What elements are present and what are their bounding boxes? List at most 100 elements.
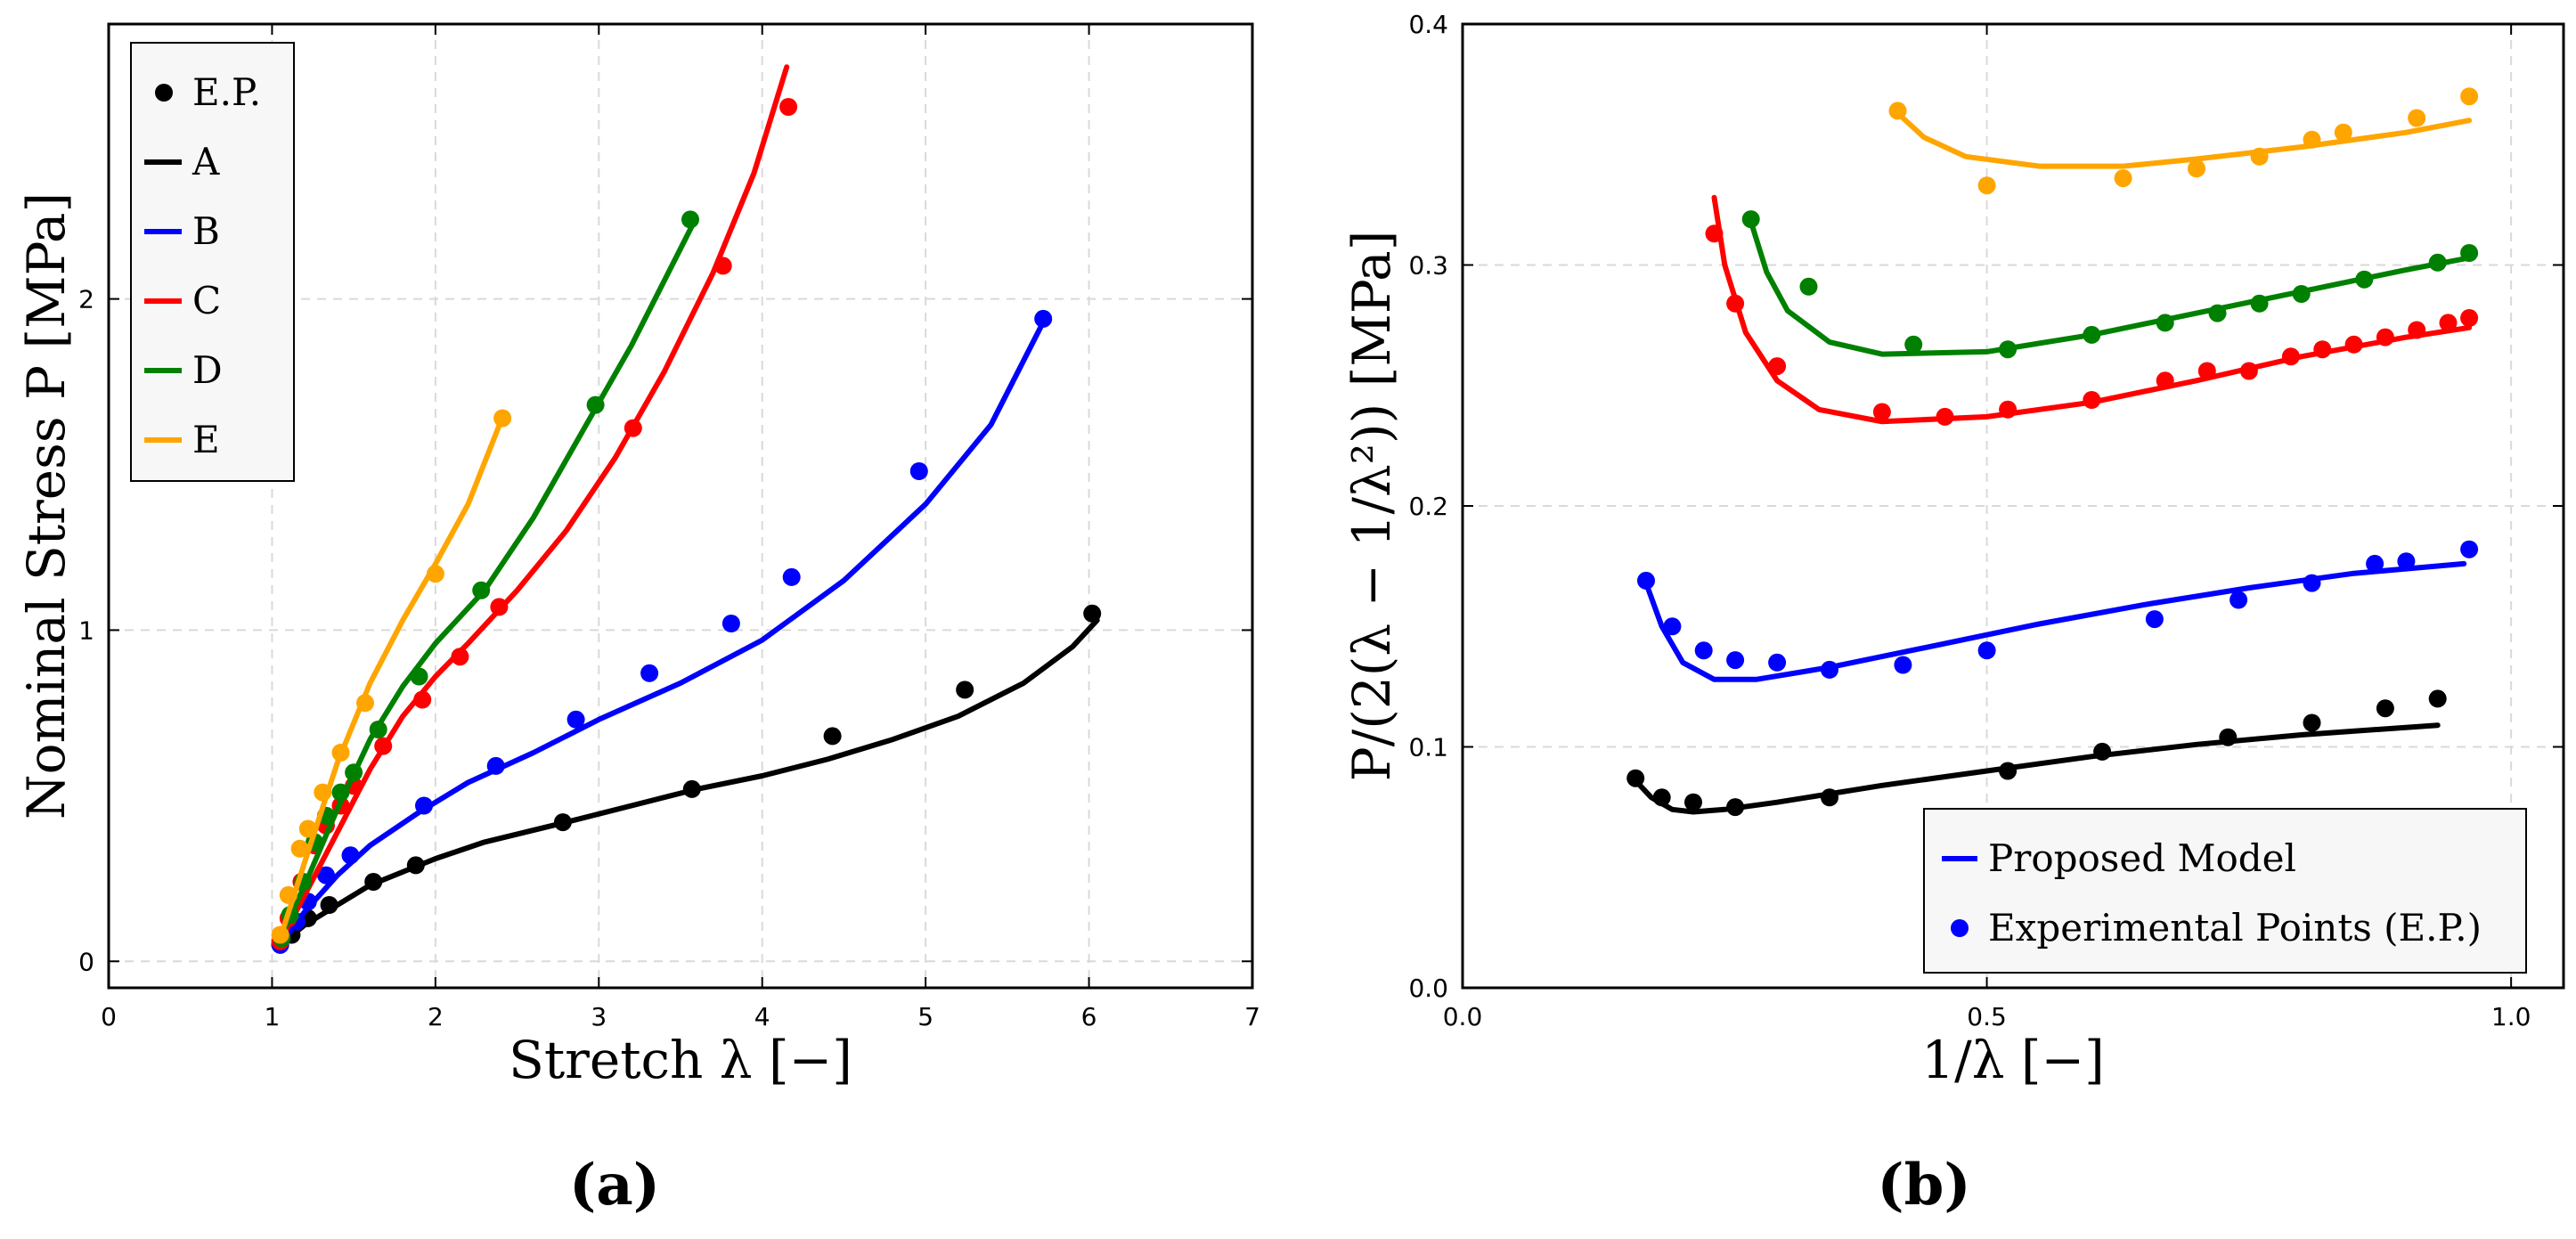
data-point-D (681, 210, 699, 229)
ticks-a: 0 1 2 3 4 5 6 7 0 1 2 (78, 24, 1260, 1031)
data-point-B (1663, 617, 1682, 636)
data-point-C (2460, 309, 2479, 327)
panel-label-b: (b) (1877, 1152, 1970, 1219)
data-point-B (1637, 571, 1655, 590)
data-point-C (374, 737, 393, 755)
data-point-D (472, 581, 491, 599)
data-point-C (2083, 391, 2101, 409)
legend-box-a (130, 42, 295, 482)
series-line-A (1633, 722, 2441, 815)
series-line-A (277, 617, 1100, 948)
axes-frame-a (107, 22, 1254, 990)
data-point-C (1726, 294, 1745, 313)
legend-label-model: Proposed Model (1988, 836, 2296, 880)
data-point-D (586, 395, 605, 414)
series-line-B (1643, 560, 2467, 682)
data-point-D (2292, 285, 2311, 303)
data-point-E (426, 565, 444, 583)
data-point-C (2281, 347, 2300, 366)
axes-frame-b (1461, 22, 2565, 990)
legend-label: E (192, 418, 220, 461)
data-point-C (2197, 362, 2216, 380)
x-tick-label: 2 (428, 1002, 444, 1031)
data-point-E (314, 783, 332, 802)
data-point-D (1999, 340, 2018, 359)
data-point-D (1799, 277, 1818, 296)
x-tick-label: 5 (917, 1002, 933, 1031)
series-A (271, 604, 1102, 954)
series-B (271, 309, 1053, 954)
legend-marker-ep (1951, 919, 1969, 937)
data-point-C (490, 598, 509, 616)
data-point-B (2460, 540, 2479, 558)
data-point-A (1626, 769, 1645, 787)
x-tick-label: 0 (101, 1002, 117, 1031)
data-point-B (721, 615, 740, 632)
data-point-E (1888, 102, 1907, 120)
x-tick-label: 0.5 (1967, 1002, 2007, 1031)
y-tick-label: 0.1 (1408, 733, 1448, 762)
y-tick-label: 0.0 (1408, 974, 1448, 1003)
data-point-C (779, 98, 798, 116)
series-A (1626, 689, 2447, 817)
data-point-B (2145, 610, 2164, 629)
x-tick-label: 3 (591, 1002, 607, 1031)
panel-label-a: (a) (569, 1152, 660, 1219)
y-axis-label-b: P/(2(λ − 1/λ²)) [MPa] (1341, 231, 1402, 782)
legend-box-b (1923, 808, 2527, 974)
series-line-D (277, 220, 697, 941)
legend-label-ep: Experimental Points (E.P.) (1988, 906, 2482, 950)
data-point-C (413, 690, 432, 709)
data-point-E (2460, 87, 2479, 106)
data-point-D (2083, 325, 2101, 344)
panel-a: 0 1 2 3 4 5 6 7 0 1 2 Stretch λ [−] Nominal Stress… (16, 22, 1260, 1219)
data-point-B (2397, 552, 2416, 571)
data-point-B (567, 710, 585, 729)
series-line-B (277, 319, 1047, 948)
data-point-C (1872, 403, 1891, 421)
data-point-C (2439, 314, 2458, 332)
data-point-A (2093, 742, 2112, 761)
series-D (1741, 210, 2479, 359)
x-axis-label-a: Stretch λ [−] (509, 1030, 852, 1090)
data-point-E (356, 694, 374, 713)
series-line-C (1711, 194, 2473, 425)
x-tick-label: 0.0 (1443, 1002, 1483, 1031)
data-point-B (1694, 641, 1713, 660)
data-point-D (1904, 335, 1923, 354)
data-point-C (2156, 371, 2174, 390)
x-tick-label: 4 (754, 1002, 770, 1031)
data-point-D (2208, 304, 2227, 322)
data-point-D (2250, 294, 2269, 313)
data-point-E (2250, 147, 2269, 166)
series-line-D (1748, 218, 2473, 357)
data-point-B (2366, 554, 2384, 573)
data-point-A (1684, 793, 1702, 811)
data-point-B (1977, 641, 1996, 660)
data-point-D (2460, 244, 2479, 262)
y-axis-label-a: Nominal Stress P [MPa] (16, 192, 77, 819)
data-point-B (640, 664, 659, 682)
data-point-B (317, 866, 335, 884)
x-axis-label-b: 1/λ [−] (1921, 1030, 2105, 1090)
x-tick-label: 1 (265, 1002, 281, 1031)
data-point-A (2219, 728, 2238, 746)
series-line-C (277, 64, 790, 944)
data-point-E (290, 839, 309, 858)
legend-label: A (192, 140, 220, 183)
data-point-B (415, 796, 433, 815)
data-point-A (823, 727, 842, 746)
data-point-B (1726, 651, 1745, 670)
legend-label: C (192, 279, 221, 322)
data-point-E (331, 744, 350, 762)
legend-label: D (192, 348, 223, 392)
data-point-A (1999, 762, 2018, 780)
series-B (1637, 540, 2479, 682)
data-point-C (624, 419, 642, 437)
data-point-E (271, 925, 289, 944)
data-point-B (909, 462, 928, 480)
data-point-E (298, 819, 317, 838)
data-point-E (493, 409, 512, 428)
